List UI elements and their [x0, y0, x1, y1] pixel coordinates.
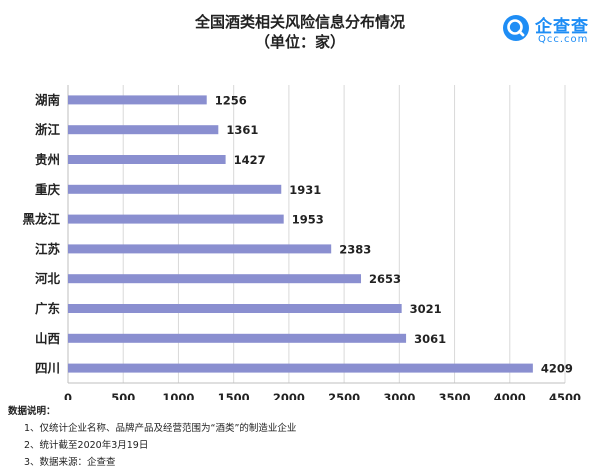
data-label: 3021 — [410, 302, 442, 316]
data-label: 3061 — [414, 332, 446, 346]
category-label: 湖南 — [35, 92, 61, 107]
data-label: 1931 — [289, 183, 321, 197]
category-label: 河北 — [35, 271, 61, 286]
category-label: 贵州 — [35, 152, 60, 167]
data-label: 1256 — [215, 93, 247, 107]
category-label: 重庆 — [35, 182, 61, 197]
category-label: 浙江 — [35, 122, 61, 137]
notes-heading: 数据说明： — [8, 406, 56, 417]
category-label: 山西 — [35, 331, 60, 346]
bar — [68, 125, 219, 135]
note-item-2: 2、统计截至2020年3月19日 — [24, 440, 149, 451]
bar — [68, 333, 407, 343]
x-tick-label: 3500 — [439, 391, 471, 400]
data-label: 4209 — [541, 362, 573, 376]
data-label: 1427 — [234, 153, 266, 167]
data-label: 2383 — [339, 242, 371, 256]
bar — [68, 274, 362, 284]
bar — [68, 184, 282, 194]
x-tick-label: 4500 — [549, 391, 581, 400]
data-label: 1953 — [292, 213, 324, 227]
data-label: 2653 — [369, 272, 401, 286]
x-tick-label: 2500 — [328, 391, 360, 400]
x-tick-label: 1000 — [162, 391, 194, 400]
note-item-3: 3、数据来源：企查查 — [24, 457, 116, 468]
bar — [68, 214, 284, 224]
category-label: 广东 — [35, 301, 61, 316]
x-tick-label: 500 — [111, 391, 135, 400]
logo-sub: Qcc.com — [538, 34, 589, 45]
category-label: 四川 — [35, 361, 60, 376]
data-label: 1361 — [226, 123, 258, 137]
bar-chart: 0 500 1000 1500 2000 2500 3000 3500 4000 4500 湖南 12… — [22, 85, 581, 400]
qcc-logo-icon — [503, 15, 529, 41]
category-label: 江苏 — [35, 241, 61, 256]
title-block: 全国酒类相关风险信息分布情况 （单位：家） — [0, 12, 600, 52]
bar — [68, 304, 402, 313]
x-tick-label: 1500 — [218, 391, 250, 400]
category-label: 黑龙江 — [22, 212, 60, 227]
notes: 数据说明： 1、仅统计企业名称、品牌产品及经营范围为“酒类”的制造业企业 2、统… — [8, 403, 588, 471]
x-tick-label: 4000 — [494, 391, 526, 400]
x-tick-label: 3000 — [383, 391, 415, 400]
bar — [68, 363, 533, 373]
chart-title: 全国酒类相关风险信息分布情况 — [194, 13, 405, 31]
plot-area — [68, 85, 565, 383]
bar — [68, 244, 332, 254]
bar — [68, 155, 226, 164]
qcc-logo: 企查查 Qcc.com — [502, 12, 594, 46]
logo-name: 企查查 — [535, 17, 589, 37]
x-tick-label: 0 — [64, 391, 72, 400]
x-tick-label: 2000 — [273, 391, 305, 400]
note-item-1: 1、仅统计企业名称、品牌产品及经营范围为“酒类”的制造业企业 — [24, 423, 297, 434]
bar — [68, 95, 207, 105]
chart-subtitle: （单位：家） — [254, 33, 345, 51]
